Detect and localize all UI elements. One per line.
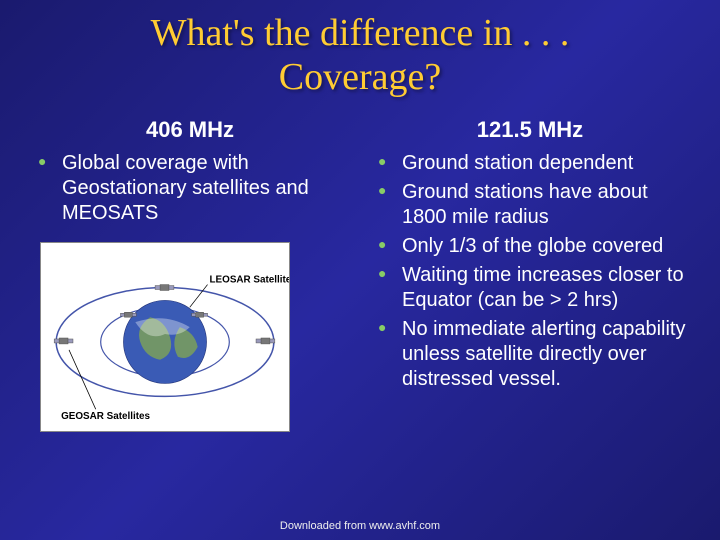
- left-header: 406 MHz: [30, 117, 350, 143]
- satellite-diagram: LEOSAR Satellites GEOSAR Satellites: [40, 242, 290, 432]
- title-line-1: What's the difference in . . .: [151, 12, 570, 54]
- left-bullets: Global coverage with Geostationary satel…: [30, 151, 350, 226]
- geosar-label: GEOSAR Satellites: [61, 412, 150, 423]
- content-columns: 406 MHz Global coverage with Geostationa…: [0, 99, 720, 432]
- list-item: Global coverage with Geostationary satel…: [38, 151, 350, 226]
- right-bullets: Ground station dependent Ground stations…: [370, 151, 690, 392]
- right-column: 121.5 MHz Ground station dependent Groun…: [370, 117, 690, 432]
- list-item: No immediate alerting capability unless …: [378, 317, 690, 392]
- title-line-2: Coverage?: [279, 56, 441, 98]
- list-item: Ground station dependent: [378, 151, 690, 176]
- list-item: Ground stations have about 1800 mile rad…: [378, 180, 690, 230]
- left-column: 406 MHz Global coverage with Geostationa…: [30, 117, 350, 432]
- leosar-label: LEOSAR Satellites: [210, 275, 289, 286]
- slide-title: What's the difference in . . . Coverage?: [0, 0, 720, 99]
- footer-text: Downloaded from www.avhf.com: [0, 520, 720, 532]
- list-item: Waiting time increases closer to Equator…: [378, 263, 690, 313]
- right-header: 121.5 MHz: [370, 117, 690, 143]
- list-item: Only 1/3 of the globe covered: [378, 234, 690, 259]
